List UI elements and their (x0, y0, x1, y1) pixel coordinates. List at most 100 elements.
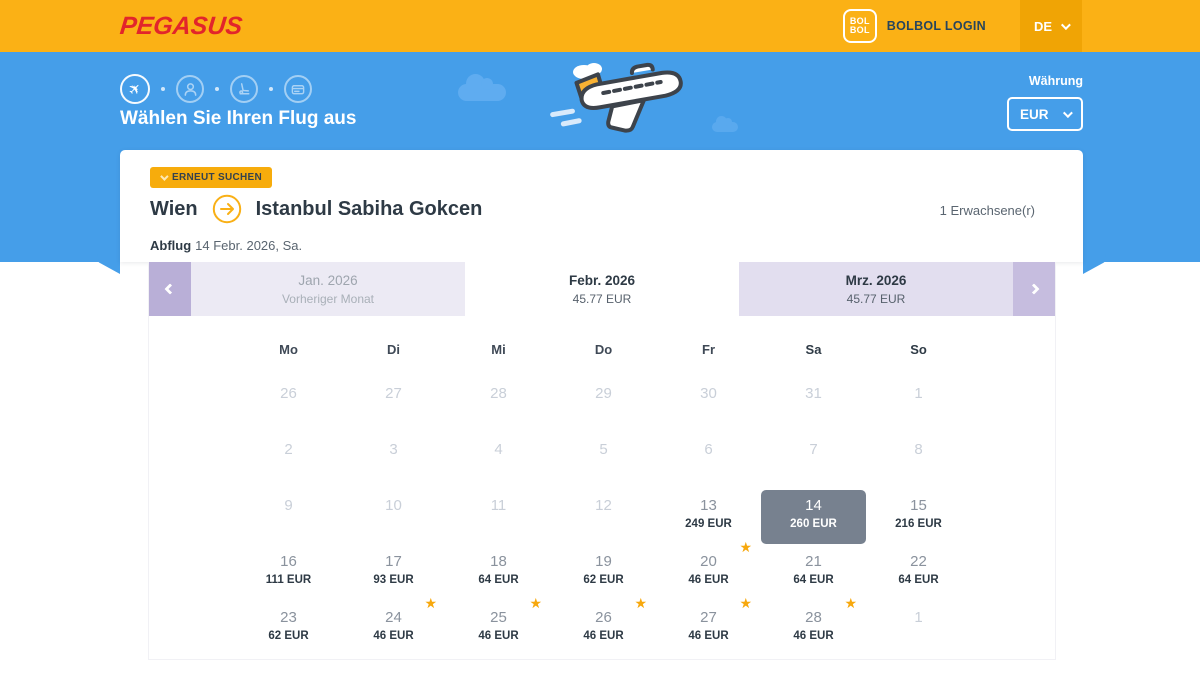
day-price: 93 EUR (373, 574, 414, 586)
day-number: 15 (910, 497, 927, 514)
chevron-left-icon (164, 283, 176, 295)
day-number: 26 (280, 385, 297, 402)
day-cell[interactable]: 23 62 EUR (236, 602, 341, 658)
step-extras[interactable] (230, 75, 258, 103)
search-again-button[interactable]: ERNEUT SUCHEN (150, 167, 273, 188)
day-cell[interactable]: 27 46 EUR ★ (656, 595, 761, 658)
step-payment[interactable] (284, 75, 312, 103)
day-number: 30 (700, 385, 717, 402)
booking-steps: ✈ (120, 74, 312, 104)
day-cell: 1 (866, 378, 971, 434)
tab-month-january[interactable]: Jan. 2026 Vorheriger Monat (191, 262, 465, 316)
month-tabs: Jan. 2026 Vorheriger Monat Febr. 2026 45… (149, 262, 1055, 316)
day-cell[interactable]: 17 93 EUR (341, 546, 446, 602)
day-price: 46 EUR (478, 630, 519, 642)
day-cell: 10 (341, 490, 446, 546)
day-cell[interactable]: 18 64 EUR (446, 546, 551, 602)
day-cell[interactable]: 13 249 EUR (656, 490, 761, 546)
day-number: 2 (284, 441, 293, 458)
language-dropdown[interactable]: DE (1020, 0, 1082, 52)
day-cell[interactable]: 21 64 EUR (761, 546, 866, 602)
day-cell: 26 (236, 378, 341, 434)
tab-month-march[interactable]: Mrz. 2026 45.77 EUR (739, 262, 1013, 316)
day-cell: 31 (761, 378, 866, 434)
day-number: 28 (490, 385, 507, 402)
calendar-grid: 26 27 28 29 30 31 1 2 3 4 5 6 7 8 9 10 11 12 13 249 EUR 14 26… (149, 378, 1055, 658)
day-cell[interactable]: 19 62 EUR (551, 546, 656, 602)
day-price: 64 EUR (898, 574, 939, 586)
day-cell: 29 (551, 378, 656, 434)
step-flight[interactable]: ✈ (120, 74, 150, 104)
pegasus-logo[interactable]: PEGASUS (118, 12, 244, 40)
arrow-right-icon (212, 194, 241, 224)
passenger-count: 1 Erwachsene(r) (939, 203, 1035, 218)
day-cell: 2 (236, 434, 341, 490)
day-header: So (910, 342, 927, 357)
chevron-down-icon (1062, 107, 1073, 118)
campaign-star-icon: ★ (529, 595, 542, 611)
step-separator-dot (215, 87, 219, 91)
day-number: 13 (700, 497, 717, 514)
day-cell: 28 (446, 378, 551, 434)
day-number: 5 (599, 441, 608, 458)
day-number: 18 (490, 553, 507, 570)
step-passenger[interactable] (176, 75, 204, 103)
top-bar-right: BOL BOL BOLBOL LOGIN DE (842, 0, 1082, 52)
day-cell[interactable]: 20 46 EUR ★ (656, 539, 761, 602)
person-icon (184, 82, 196, 96)
day-cell: 6 (656, 434, 761, 490)
step-separator-dot (269, 87, 273, 91)
day-number: 20 (700, 553, 717, 570)
day-cell: 5 (551, 434, 656, 490)
day-cell[interactable]: 22 64 EUR (866, 546, 971, 602)
campaign-star-icon: ★ (844, 595, 857, 611)
step-separator-dot (161, 87, 165, 91)
day-price: 111 EUR (265, 574, 312, 586)
day-number: 27 (385, 385, 402, 402)
campaign-star-icon: ★ (634, 595, 647, 611)
day-cell[interactable]: 25 46 EUR ★ (446, 595, 551, 658)
currency-dropdown[interactable]: EUR (1007, 97, 1083, 131)
day-number: 1 (914, 385, 923, 402)
day-cell: 1 (866, 602, 971, 658)
bolbol-login-button[interactable]: BOLBOL LOGIN (886, 19, 986, 33)
day-number: 14 (805, 497, 822, 514)
day-cell: 8 (866, 434, 971, 490)
day-cell[interactable]: 24 46 EUR ★ (341, 595, 446, 658)
day-price: 46 EUR (688, 630, 729, 642)
day-number: 19 (595, 553, 612, 570)
bolbol-logo-icon: BOL BOL (842, 9, 877, 43)
day-cell[interactable]: 26 46 EUR ★ (551, 595, 656, 658)
chevron-down-icon (160, 171, 169, 181)
day-cell[interactable]: 28 46 EUR ★ (761, 595, 866, 658)
day-number: 21 (805, 553, 822, 570)
day-header: Mi (491, 342, 506, 357)
day-number: 29 (595, 385, 612, 402)
cloud-decoration (458, 74, 506, 101)
departure-info: Abflug 14 Febr. 2026, Sa. (150, 238, 302, 253)
day-number: 25 (490, 609, 507, 626)
search-summary-card: ERNEUT SUCHEN Wien Istanbul Sabiha Gokce… (120, 150, 1083, 262)
day-cell: 12 (551, 490, 656, 546)
day-number: 16 (280, 553, 297, 570)
card-fold-left (97, 254, 120, 274)
next-month-arrow-button[interactable] (1013, 262, 1055, 316)
card-fold-right (1083, 254, 1106, 274)
campaign-star-icon: ★ (739, 539, 752, 555)
day-cell[interactable]: 16 111 EUR (236, 546, 341, 602)
day-cell[interactable]: 15 216 EUR (866, 490, 971, 546)
day-cell: 30 (656, 378, 761, 434)
day-price: 62 EUR (268, 630, 309, 642)
campaign-star-icon: ★ (739, 595, 752, 611)
chevron-right-icon (1028, 283, 1040, 295)
day-header: Di (387, 342, 400, 357)
campaign-star-icon: ★ (424, 595, 437, 611)
day-price: 216 EUR (895, 518, 942, 530)
day-cell-selected[interactable]: 14 260 EUR (761, 490, 866, 544)
day-cell: 27 (341, 378, 446, 434)
day-price: 46 EUR (583, 630, 624, 642)
day-price: 46 EUR (688, 574, 729, 586)
previous-month-arrow-button[interactable] (149, 262, 191, 316)
day-number: 17 (385, 553, 402, 570)
tab-month-february[interactable]: Febr. 2026 45.77 EUR (465, 262, 739, 316)
